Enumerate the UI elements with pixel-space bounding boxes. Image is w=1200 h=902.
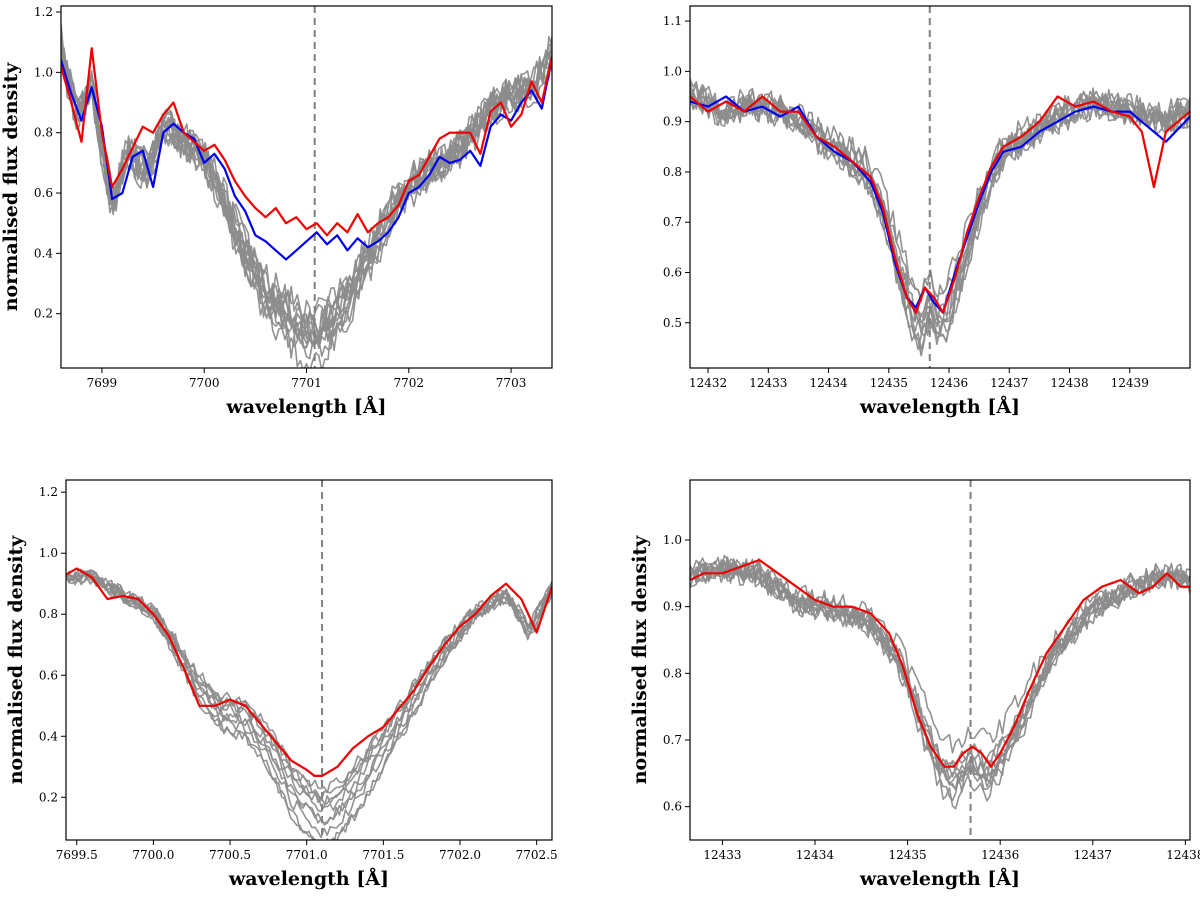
red-spectrum-line (61, 47, 552, 237)
axes-frame (689, 5, 1191, 369)
x-tick-label: 7702.0 (439, 848, 481, 862)
y-tick-label: 1.0 (663, 64, 682, 78)
x-tick-label: 7700.0 (132, 848, 174, 862)
x-tick-label: 12437 (1074, 848, 1112, 862)
y-tick-label: 0.4 (34, 246, 53, 260)
y-tick-label: 0.8 (663, 666, 682, 680)
y-tick-label: 0.8 (39, 607, 58, 621)
comparison-spectrum-line (66, 570, 552, 840)
x-tick-label: 7699 (87, 376, 118, 390)
x-tick-label: 12434 (809, 376, 848, 390)
comparison-spectrum-line (61, 35, 552, 344)
x-tick-label: 7700.5 (209, 848, 251, 862)
red-spectrum-line (690, 95, 1190, 314)
x-tick-label: 12438 (1166, 848, 1200, 862)
axes-frame (65, 479, 553, 841)
y-tick-label: 0.6 (39, 668, 58, 682)
x-tick-label: 12434 (796, 848, 835, 862)
x-tick-label: 12439 (1111, 376, 1149, 390)
y-tick-label: 1.0 (39, 546, 58, 560)
plot-area (66, 480, 552, 840)
x-axis-label: wavelength [Å] (228, 867, 389, 890)
x-tick-label: 12432 (689, 376, 727, 390)
comparison-spectrum-line (690, 86, 1190, 335)
y-tick-label: 1.2 (39, 485, 58, 499)
x-tick-label: 12433 (703, 848, 741, 862)
comparison-spectrum-line (690, 88, 1190, 351)
comparison-spectrum-line (690, 90, 1190, 338)
y-tick-label: 0.2 (39, 790, 58, 804)
red-spectrum-line (690, 558, 1190, 768)
y-axis-label: normalised flux density (5, 535, 27, 784)
x-tick-label: 12435 (870, 376, 908, 390)
comparison-spectrum-line (61, 46, 552, 331)
y-tick-label: 1.0 (34, 65, 53, 79)
panel-top-right: 12432 12433 12434 12435 12436 12437 12438 12439… (663, 5, 1191, 418)
x-tick-label: 7703 (496, 376, 527, 390)
x-tick-label: 12438 (1050, 376, 1088, 390)
comparison-spectrum-line (61, 22, 552, 368)
plot-area (690, 480, 1190, 840)
panel-top-left: 7699 7700 7701 7702 7703 0.2 0.4 0.6 0.8 1.0 1.2 wa… (0, 5, 553, 418)
x-tick-label: 7702 (394, 376, 425, 390)
comparison-spectrum-line (61, 47, 552, 340)
x-tick-label: 12437 (990, 376, 1028, 390)
x-tick-label: 7701.5 (362, 848, 404, 862)
y-tick-label: 0.9 (663, 115, 682, 129)
y-tick-label: 0.6 (663, 265, 682, 279)
comparison-spectrum-line (690, 554, 1190, 785)
blue-spectrum-line (690, 95, 1190, 314)
comparison-spectrum-line (690, 94, 1190, 328)
blue-spectrum-line (61, 56, 552, 261)
y-axis-label: normalised flux density (629, 535, 651, 784)
y-tick-label: 0.4 (39, 729, 58, 743)
comparison-spectrum-line (61, 44, 552, 329)
x-tick-label: 7700 (189, 376, 220, 390)
y-axis-label: normalised flux density (0, 62, 22, 311)
y-tick-label: 0.7 (663, 215, 682, 229)
x-tick-label: 7702.5 (516, 848, 558, 862)
plot-area (61, 6, 552, 368)
y-tick-label: 0.6 (663, 800, 682, 814)
y-tick-label: 0.5 (663, 316, 682, 330)
comparison-spectrum-line (690, 90, 1190, 323)
x-tick-label: 7699.5 (56, 848, 98, 862)
red-spectrum-line (66, 567, 552, 778)
x-axis-label: wavelength [Å] (859, 867, 1020, 890)
y-tick-label: 0.6 (34, 186, 53, 200)
x-tick-label: 12436 (981, 848, 1019, 862)
x-tick-label: 12435 (888, 848, 926, 862)
comparison-spectrum-line (61, 51, 552, 345)
plot-area (690, 6, 1190, 368)
axes-frame (689, 479, 1191, 841)
y-tick-label: 0.9 (663, 600, 682, 614)
comparison-spectrum-line (61, 50, 552, 345)
y-tick-label: 0.8 (663, 165, 682, 179)
x-tick-label: 12436 (930, 376, 968, 390)
panel-bottom-left: 7699.5 7700.0 7700.5 7701.0 7701.5 7702.0 7702… (5, 479, 558, 890)
y-tick-label: 1.0 (663, 533, 682, 547)
x-axis-label: wavelength [Å] (225, 395, 386, 418)
y-tick-label: 0.8 (34, 126, 53, 140)
y-tick-label: 1.2 (34, 5, 53, 19)
x-tick-label: 7701 (291, 376, 322, 390)
x-axis-label: wavelength [Å] (859, 395, 1020, 418)
x-tick-label: 12433 (749, 376, 787, 390)
comparison-spectrum-line (61, 43, 552, 339)
y-tick-label: 1.1 (663, 14, 682, 28)
x-tick-label: 7701.0 (286, 848, 328, 862)
y-tick-label: 0.2 (34, 307, 53, 321)
y-tick-label: 0.7 (663, 733, 682, 747)
comparison-spectrum-line (61, 52, 552, 346)
comparison-spectrum-line (66, 569, 552, 840)
panel-bottom-right: 12433 12434 12435 12436 12437 12438 0.6 0.7 0.8 0… (629, 479, 1200, 890)
comparison-spectrum-line (61, 36, 552, 360)
